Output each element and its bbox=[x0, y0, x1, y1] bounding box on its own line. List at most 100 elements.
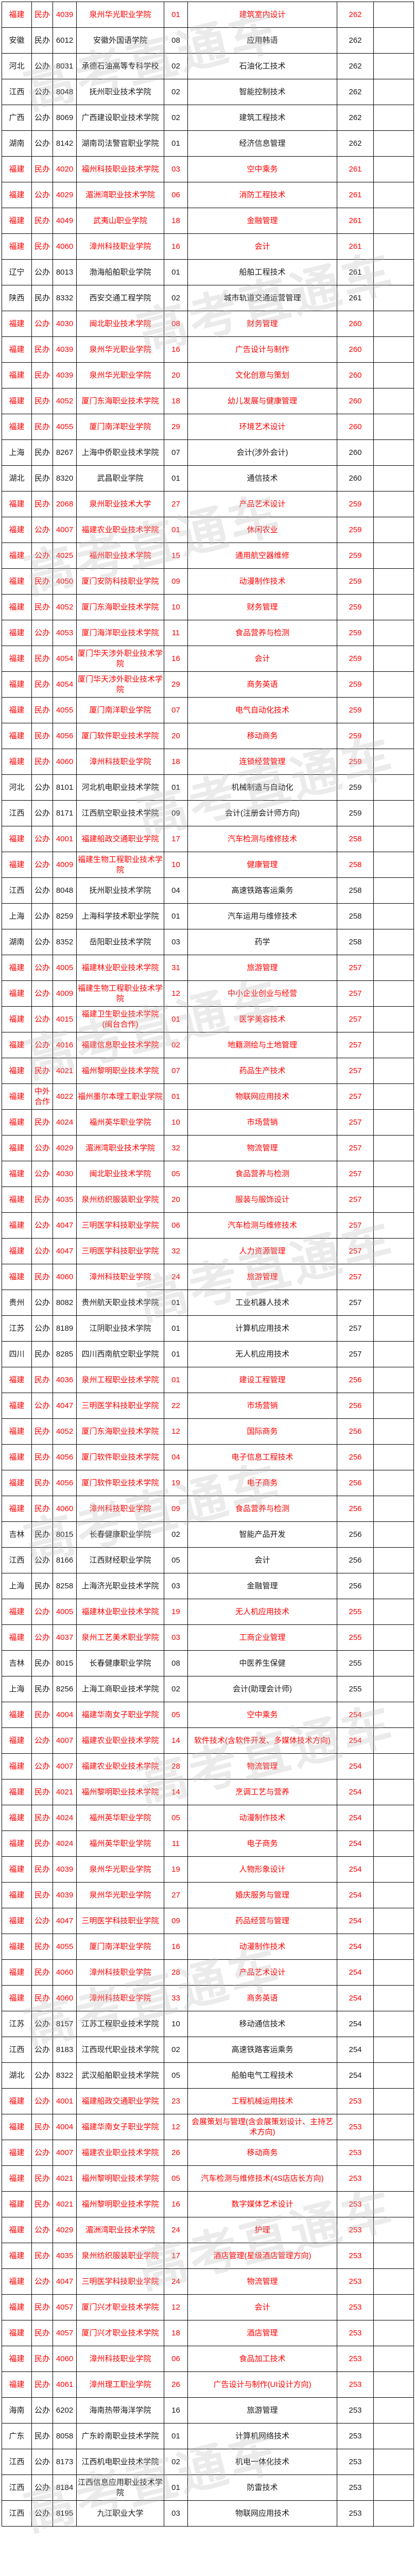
cell-major-name: 工业机器人技术 bbox=[187, 1290, 337, 1316]
cell-score: 254 bbox=[337, 1702, 374, 1728]
cell-nature: 民办 bbox=[31, 594, 53, 620]
cell-school-name: 泉州工程职业技术学院 bbox=[76, 1367, 164, 1393]
cell-province: 福建 bbox=[2, 2346, 32, 2372]
cell-province: 福建 bbox=[2, 414, 32, 440]
cell-nature: 民办 bbox=[31, 723, 53, 749]
cell-major-code: 10 bbox=[164, 594, 188, 620]
table-row: 安徽 民办 6012 安徽外国语学院 08 应用韩语 262 bbox=[2, 27, 414, 54]
cell-school-name: 三明医学科技职业学院 bbox=[76, 1238, 164, 1264]
cell-nature: 中外合作 bbox=[31, 1083, 53, 1110]
cell-major-name: 幼儿发展与健康管理 bbox=[187, 388, 337, 414]
cell-empty bbox=[373, 697, 414, 723]
table-row: 福建 民办 4004 福建华南女子职业学院 12 会展策划与管理(含会展策划设计… bbox=[2, 2114, 414, 2140]
cell-major-name: 产品艺术设计 bbox=[187, 1959, 337, 1986]
table-row: 福建 民办 4060 漳州科技职业学院 09 食品营养与检测 256 bbox=[2, 1496, 414, 1522]
cell-nature: 公办 bbox=[31, 1599, 53, 1625]
cell-empty bbox=[373, 2449, 414, 2475]
table-row: 江苏 公办 8189 江阴职业技术学院 01 计算机应用技术 257 bbox=[2, 1315, 414, 1342]
table-row: 海南 公办 6202 海南热带海洋学院 16 旅游管理 253 bbox=[2, 2397, 414, 2424]
cell-empty bbox=[373, 1934, 414, 1960]
cell-school-code: 8048 bbox=[53, 877, 77, 904]
cell-province: 福建 bbox=[2, 543, 32, 569]
cell-empty bbox=[373, 1985, 414, 2011]
cell-score: 255 bbox=[337, 1650, 374, 1676]
cell-school-code: 4004 bbox=[53, 1702, 77, 1728]
cell-school-code: 4029 bbox=[53, 1135, 77, 1161]
cell-nature: 公办 bbox=[31, 1547, 53, 1573]
cell-school-code: 4056 bbox=[53, 1470, 77, 1496]
cell-empty bbox=[373, 1315, 414, 1342]
table-row: 江西 公办 8183 江西现代职业技术学院 02 高速铁路客运乘务 254 bbox=[2, 2037, 414, 2063]
cell-province: 江西 bbox=[2, 877, 32, 904]
cell-empty bbox=[373, 774, 414, 801]
cell-school-name: 江西现代职业技术学院 bbox=[76, 2037, 164, 2063]
cell-school-code: 4035 bbox=[53, 1187, 77, 1213]
cell-major-code: 03 bbox=[164, 929, 188, 955]
cell-school-code: 8332 bbox=[53, 285, 77, 311]
cell-province: 福建 bbox=[2, 1058, 32, 1084]
cell-major-code: 08 bbox=[164, 27, 188, 54]
cell-school-code: 4025 bbox=[53, 543, 77, 569]
cell-empty bbox=[373, 1444, 414, 1470]
cell-score: 255 bbox=[337, 1599, 374, 1625]
cell-major-name: 高速铁路客运乘务 bbox=[187, 877, 337, 904]
cell-nature: 公办 bbox=[31, 1135, 53, 1161]
cell-empty bbox=[373, 1624, 414, 1651]
cell-major-code: 18 bbox=[164, 2320, 188, 2346]
cell-empty bbox=[373, 2114, 414, 2140]
cell-score: 253 bbox=[337, 2346, 374, 2372]
cell-school-name: 江西财经职业学院 bbox=[76, 1547, 164, 1573]
cell-major-name: 会计 bbox=[187, 233, 337, 260]
cell-school-name: 江西信息应用职业技术学院 bbox=[76, 2475, 164, 2501]
cell-nature: 民办 bbox=[31, 1444, 53, 1470]
cell-major-code: 18 bbox=[164, 388, 188, 414]
cell-school-name: 江阴职业技术学院 bbox=[76, 1315, 164, 1342]
cell-school-name: 福州英华职业学院 bbox=[76, 1831, 164, 1857]
cell-major-name: 会计(助理会计师) bbox=[187, 1676, 337, 1702]
cell-major-name: 商务英语 bbox=[187, 1985, 337, 2011]
cell-school-code: 8048 bbox=[53, 79, 77, 105]
cell-province: 福建 bbox=[2, 723, 32, 749]
cell-school-code: 4022 bbox=[53, 1083, 77, 1110]
cell-major-code: 15 bbox=[164, 543, 188, 569]
table-row: 福建 公办 4009 福建生物工程职业技术学院 10 健康管理 258 bbox=[2, 852, 414, 878]
cell-empty bbox=[373, 182, 414, 208]
cell-school-name: 武昌职业学院 bbox=[76, 465, 164, 492]
cell-school-code: 8031 bbox=[53, 53, 77, 79]
cell-province: 福建 bbox=[2, 955, 32, 981]
cell-school-code: 4056 bbox=[53, 723, 77, 749]
cell-major-name: 酒店管理(星级酒店管理方向) bbox=[187, 2243, 337, 2269]
cell-score: 253 bbox=[337, 2371, 374, 2398]
cell-nature: 民办 bbox=[31, 2243, 53, 2269]
cell-empty bbox=[373, 2088, 414, 2114]
cell-province: 福建 bbox=[2, 1599, 32, 1625]
cell-major-name: 通用航空器维修 bbox=[187, 543, 337, 569]
cell-province: 福建 bbox=[2, 1727, 32, 1754]
cell-province: 福建 bbox=[2, 1496, 32, 1522]
cell-score: 256 bbox=[337, 1418, 374, 1445]
cell-province: 湖北 bbox=[2, 465, 32, 492]
cell-school-name: 厦门软件职业技术学院 bbox=[76, 723, 164, 749]
cell-major-name: 电子信息工程技术 bbox=[187, 1444, 337, 1470]
cell-school-name: 厦门东海职业技术学院 bbox=[76, 1418, 164, 1445]
cell-score: 260 bbox=[337, 414, 374, 440]
table-row: 福建 公办 4001 福建船政交通职业学院 23 工程机械运用技术 253 bbox=[2, 2088, 414, 2114]
cell-province: 福建 bbox=[2, 2140, 32, 2166]
cell-school-code: 4055 bbox=[53, 414, 77, 440]
cell-province: 福建 bbox=[2, 826, 32, 852]
cell-school-code: 4021 bbox=[53, 2165, 77, 2192]
cell-empty bbox=[373, 2011, 414, 2037]
cell-school-code: 4009 bbox=[53, 852, 77, 878]
cell-score: 254 bbox=[337, 1727, 374, 1754]
cell-score: 256 bbox=[337, 1496, 374, 1522]
cell-nature: 民办 bbox=[31, 1521, 53, 1548]
cell-score: 256 bbox=[337, 1547, 374, 1573]
cell-province: 福建 bbox=[2, 2268, 32, 2295]
cell-score: 253 bbox=[337, 2397, 374, 2424]
cell-school-name: 海南热带海洋学院 bbox=[76, 2397, 164, 2424]
cell-empty bbox=[373, 980, 414, 1007]
cell-empty bbox=[373, 1573, 414, 1599]
cell-school-code: 4035 bbox=[53, 2243, 77, 2269]
cell-major-code: 02 bbox=[164, 105, 188, 131]
cell-major-code: 14 bbox=[164, 1727, 188, 1754]
